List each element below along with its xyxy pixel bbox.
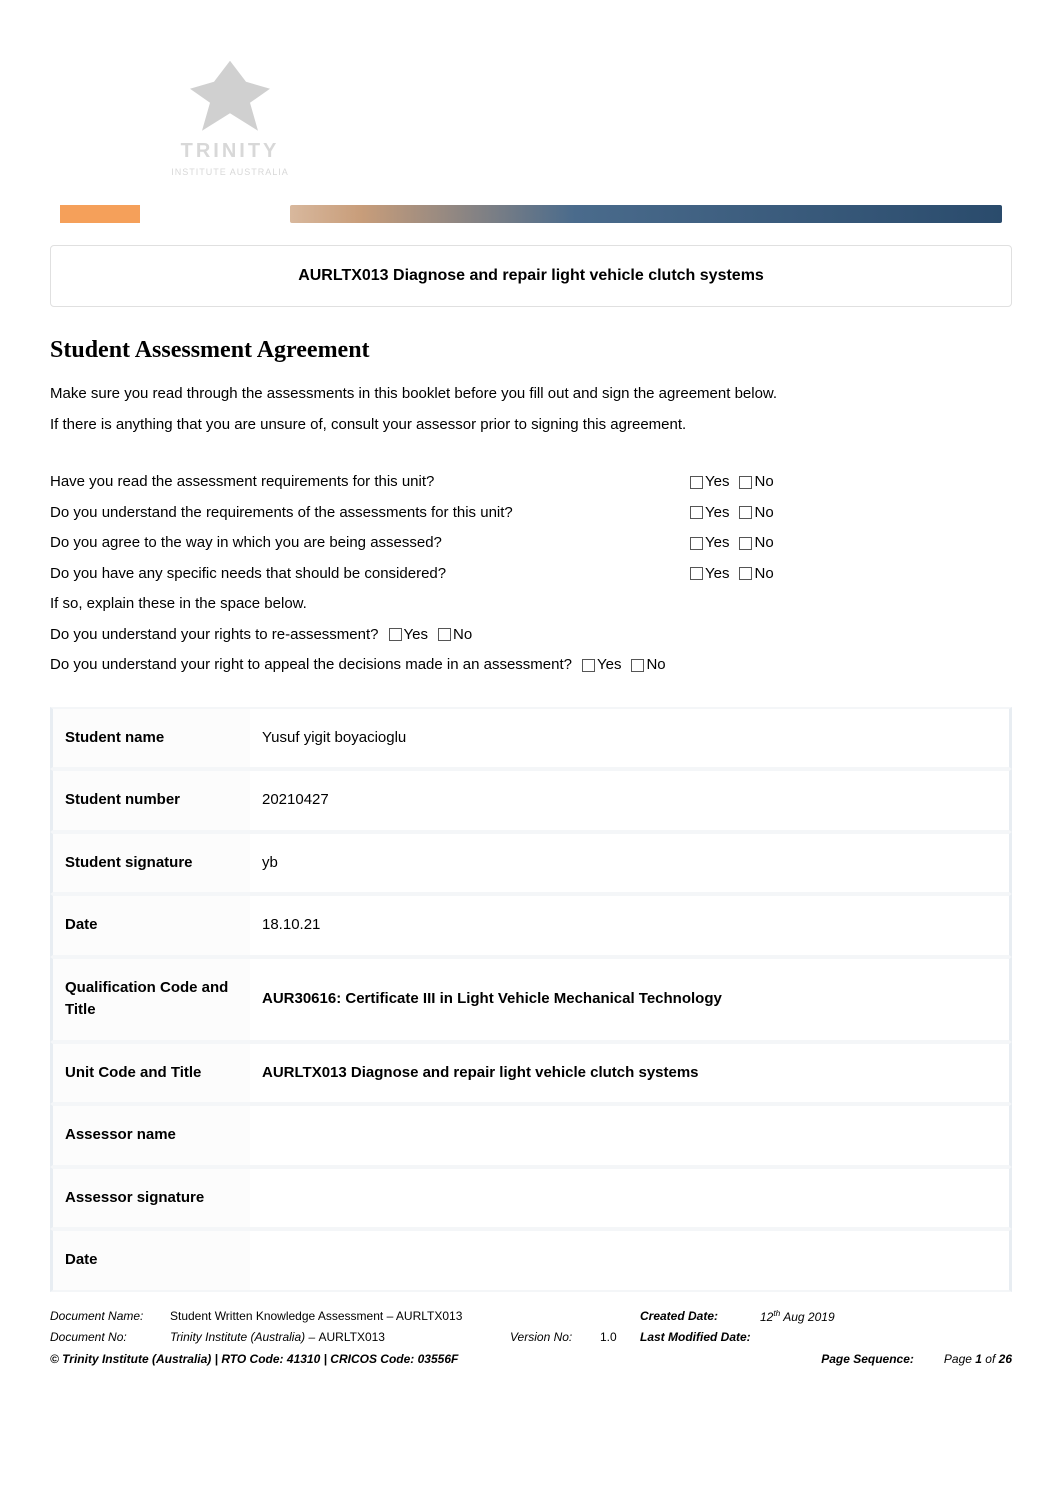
checkbox-no[interactable] (739, 476, 752, 489)
qualification-label: Qualification Code and Title (50, 957, 250, 1042)
question-row: Do you understand your right to appeal t… (50, 654, 1012, 677)
footer-bottom: © Trinity Institute (Australia) | RTO Co… (50, 1350, 1012, 1368)
intro-text-1: Make sure you read through the assessmen… (50, 383, 1012, 406)
question-row: If so, explain these in the space below. (50, 593, 1012, 616)
question-row: Have you read the assessment requirement… (50, 471, 1012, 494)
question-4b: If so, explain these in the space below. (50, 593, 307, 616)
table-row: Student name Yusuf yigit boyacioglu (50, 707, 1012, 770)
student-signature-value: yb (250, 832, 1012, 895)
assessor-name-value (250, 1104, 1012, 1167)
student-name-value: Yusuf yigit boyacioglu (250, 707, 1012, 770)
copyright: © Trinity Institute (Australia) | RTO Co… (50, 1350, 458, 1368)
unit-title: AURLTX013 Diagnose and repair light vehi… (298, 267, 764, 284)
table-row: Qualification Code and Title AUR30616: C… (50, 957, 1012, 1042)
checkbox-no[interactable] (631, 659, 644, 672)
checkbox-no[interactable] (739, 567, 752, 580)
logo: TRINITY INSTITUTE AUSTRALIA (140, 40, 320, 200)
label-no: No (646, 654, 665, 677)
intro-text-2: If there is anything that you are unsure… (50, 414, 1012, 437)
label-yes: Yes (705, 532, 729, 555)
label-no: No (754, 532, 773, 555)
question-row: Do you agree to the way in which you are… (50, 532, 1012, 555)
question-5: Do you understand your rights to re-asse… (50, 624, 379, 647)
checkbox-yes[interactable] (690, 537, 703, 550)
questions-block: Have you read the assessment requirement… (50, 471, 1012, 677)
question-1: Have you read the assessment requirement… (50, 471, 680, 494)
checkbox-yes[interactable] (582, 659, 595, 672)
question-2: Do you understand the requirements of th… (50, 502, 680, 525)
student-number-label: Student number (50, 769, 250, 832)
version-value: 1.0 (600, 1328, 640, 1346)
doc-no-value: Trinity Institute (Australia) – AURLTX01… (170, 1328, 510, 1346)
modified-date-label: Last Modified Date: (640, 1328, 760, 1346)
doc-no-label: Document No: (50, 1328, 170, 1346)
blue-bar (290, 205, 1002, 223)
version-label: Version No: (510, 1328, 600, 1346)
question-6: Do you understand your right to appeal t… (50, 654, 572, 677)
label-yes: Yes (705, 502, 729, 525)
question-3: Do you agree to the way in which you are… (50, 532, 680, 555)
question-row: Do you understand your rights to re-asse… (50, 624, 1012, 647)
question-4: Do you have any specific needs that shou… (50, 563, 680, 586)
checkbox-no[interactable] (739, 506, 752, 519)
label-no: No (453, 624, 472, 647)
checkbox-yes[interactable] (389, 628, 402, 641)
label-yes: Yes (404, 624, 428, 647)
created-date-label: Created Date: (640, 1307, 760, 1325)
checkbox-no[interactable] (438, 628, 451, 641)
page-heading: Student Assessment Agreement (50, 332, 1012, 368)
assessor-signature-value (250, 1167, 1012, 1230)
label-no: No (754, 471, 773, 494)
date-value: 18.10.21 (250, 894, 1012, 957)
question-row: Do you understand the requirements of th… (50, 502, 1012, 525)
table-row: Assessor name (50, 1104, 1012, 1167)
assessor-name-label: Assessor name (50, 1104, 250, 1167)
doc-name-value: Student Written Knowledge Assessment – A… (170, 1307, 510, 1325)
unit-code-label: Unit Code and Title (50, 1042, 250, 1105)
checkbox-no[interactable] (739, 537, 752, 550)
agreement-form-table: Student name Yusuf yigit boyacioglu Stud… (50, 707, 1012, 1292)
table-row: Date 18.10.21 (50, 894, 1012, 957)
orange-bar (60, 205, 140, 223)
assessor-signature-label: Assessor signature (50, 1167, 250, 1230)
logo-subtext: INSTITUTE AUSTRALIA (171, 166, 289, 180)
header-banner: TRINITY INSTITUTE AUSTRALIA (50, 30, 1012, 230)
qualification-value: AUR30616: Certificate III in Light Vehic… (250, 957, 1012, 1042)
label-yes: Yes (597, 654, 621, 677)
table-row: Assessor signature (50, 1167, 1012, 1230)
question-row: Do you have any specific needs that shou… (50, 563, 1012, 586)
table-row: Student number 20210427 (50, 769, 1012, 832)
label-yes: Yes (705, 471, 729, 494)
checkbox-yes[interactable] (690, 506, 703, 519)
label-yes: Yes (705, 563, 729, 586)
table-row: Date (50, 1229, 1012, 1292)
label-no: No (754, 502, 773, 525)
table-row: Unit Code and Title AURLTX013 Diagnose a… (50, 1042, 1012, 1105)
page-sequence-label: Page Sequence: (821, 1352, 914, 1366)
created-date-value: 12th Aug 2019 (760, 1307, 860, 1326)
doc-name-label: Document Name: (50, 1307, 170, 1325)
student-number-value: 20210427 (250, 769, 1012, 832)
logo-text: TRINITY (181, 136, 280, 166)
student-signature-label: Student signature (50, 832, 250, 895)
logo-bird-icon (190, 61, 270, 131)
date2-label: Date (50, 1229, 250, 1292)
date2-value (250, 1229, 1012, 1292)
unit-title-box: AURLTX013 Diagnose and repair light vehi… (50, 245, 1012, 307)
student-name-label: Student name (50, 707, 250, 770)
footer-grid: Document Name: Student Written Knowledge… (50, 1307, 1012, 1346)
unit-code-value: AURLTX013 Diagnose and repair light vehi… (250, 1042, 1012, 1105)
checkbox-yes[interactable] (690, 476, 703, 489)
table-row: Student signature yb (50, 832, 1012, 895)
date-label: Date (50, 894, 250, 957)
page-number: Page 1 of 26 (944, 1352, 1012, 1366)
label-no: No (754, 563, 773, 586)
checkbox-yes[interactable] (690, 567, 703, 580)
